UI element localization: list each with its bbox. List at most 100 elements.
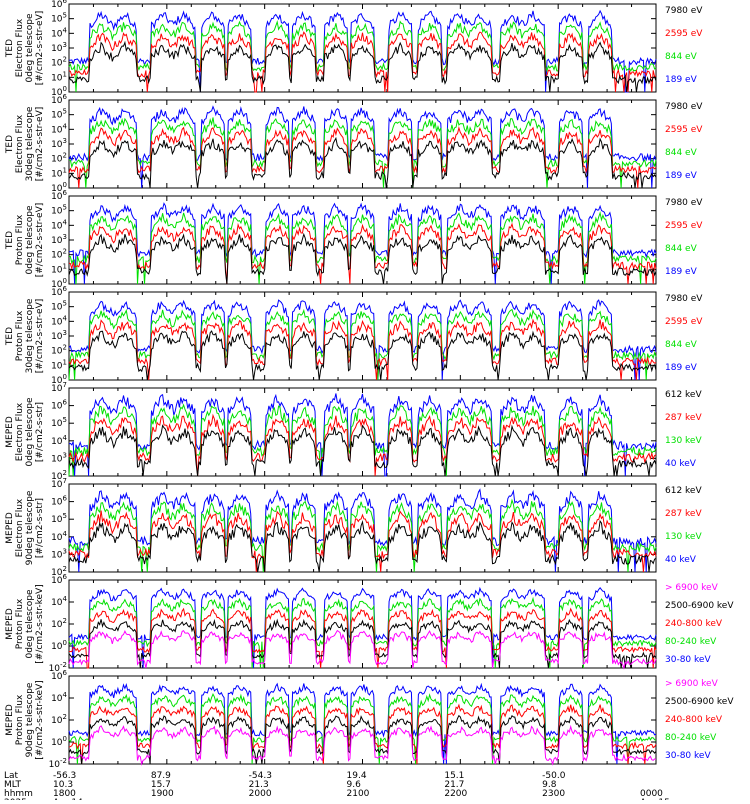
x-tick-label: 15.1 (444, 771, 464, 781)
x-tick-label: 21.7 (444, 780, 464, 790)
panel-ylabel: TED (5, 327, 15, 346)
x-axis-row-label: hhmm (4, 789, 33, 799)
legend-entry: 30-80 keV (665, 655, 711, 665)
legend-entry: 189 eV (665, 75, 698, 85)
y-tick-label: 102 (51, 56, 67, 69)
legend-entry: 130 keV (665, 436, 702, 446)
panel-ylabel: 0deg telescope (25, 13, 35, 83)
legend-entry: > 6900 keV (665, 679, 719, 689)
legend-entry: 2595 eV (665, 29, 703, 39)
panel-ylabel: MEPED (5, 512, 15, 544)
series-line (68, 724, 657, 766)
legend-entry: 30-80 keV (665, 751, 711, 761)
y-tick-label: 106 (51, 399, 67, 412)
panel-ylabel: 0deg telescope (25, 205, 35, 275)
x-tick-label: 2200 (444, 789, 467, 799)
legend-entry: 844 eV (665, 340, 698, 350)
legend-entry: 80-240 keV (665, 637, 717, 647)
panel-ylabel: Proton Flux (15, 694, 25, 745)
panel-frame (68, 387, 657, 477)
x-tick-label: 1800 (53, 789, 76, 799)
panel-ylabel: Electron Flux (15, 18, 25, 77)
y-tick-label: 104 (51, 434, 67, 447)
panel-ylabel: Electron Flux (15, 402, 25, 461)
y-tick-label: 101 (51, 358, 67, 371)
panel-ylabel: [#/cm2-s-str-eV] (35, 11, 45, 86)
y-tick-label: 104 (51, 530, 67, 543)
legend-entry: 2500-6900 keV (665, 601, 734, 611)
panel-ylabel: [#/cm2-s-str-eV] (35, 299, 45, 374)
y-tick-label: 106 (51, 0, 67, 10)
y-tick-label: 105 (51, 512, 67, 525)
panel-ylabel: TED (5, 231, 15, 250)
legend-entry: 844 eV (665, 244, 698, 254)
series-line (68, 607, 657, 669)
series-line (68, 629, 657, 670)
panel-ylabel: 90deg telescope (25, 682, 35, 757)
y-tick-label: 102 (51, 152, 67, 165)
series-line (68, 618, 657, 669)
panel-ylabel: Proton Flux (15, 214, 25, 265)
panel-ylabel: Proton Flux (15, 598, 25, 649)
x-tick-label: 21.3 (249, 780, 269, 790)
y-tick-label: 101 (51, 166, 67, 179)
panel-ylabel: 30deg telescope (25, 106, 35, 181)
legend-entry: 7980 eV (665, 198, 703, 208)
series-line (68, 40, 657, 93)
series-line (68, 519, 657, 573)
legend-entry: 2595 eV (665, 221, 703, 231)
legend-entry: 40 keV (665, 459, 697, 469)
y-tick-label: 105 (51, 416, 67, 429)
x-axis-row-label: MLT (4, 780, 22, 790)
series-line (68, 211, 657, 285)
panel-ylabel: MEPED (5, 704, 15, 736)
legend-entry: 287 keV (665, 509, 702, 519)
panel-ylabel: Electron Flux (15, 498, 25, 557)
y-tick-label: 100 (51, 735, 67, 748)
series-line (68, 424, 657, 477)
panel-ylabel: TED (5, 135, 15, 154)
panel-ylabel: [#/cm2-s-str-keV] (35, 584, 45, 663)
x-tick-label: 2100 (347, 789, 370, 799)
legend-entry: 287 keV (665, 413, 702, 423)
legend-entry: 7980 eV (665, 6, 703, 16)
series-line (68, 136, 657, 189)
legend-entry: 844 eV (665, 52, 698, 62)
legend-entry: 612 keV (665, 390, 702, 400)
y-tick-label: 103 (51, 41, 67, 54)
y-tick-label: 103 (51, 547, 67, 560)
legend-entry: 2500-6900 keV (665, 697, 734, 707)
y-tick-label: 104 (51, 26, 67, 39)
panel-ylabel: 90deg telescope (25, 490, 35, 565)
legend-entry: 240-800 keV (665, 619, 723, 629)
y-tick-label: 105 (51, 12, 67, 25)
x-tick-label: -54.3 (249, 771, 272, 781)
series-line (68, 105, 657, 189)
y-tick-label: 103 (51, 137, 67, 150)
legend-entry: 80-240 keV (665, 733, 717, 743)
y-tick-label: 104 (51, 595, 67, 608)
y-tick-label: 105 (51, 300, 67, 313)
y-tick-label: 106 (51, 495, 67, 508)
y-tick-label: 100 (51, 639, 67, 652)
series-line (68, 693, 657, 765)
x-tick-label: 9.8 (542, 780, 557, 790)
legend-entry: 2595 eV (665, 125, 703, 135)
x-tick-label: 15.7 (151, 780, 171, 790)
x-tick-label: 10.3 (53, 780, 73, 790)
series-line (68, 403, 657, 477)
y-tick-label: 104 (51, 691, 67, 704)
y-tick-label: 102 (51, 248, 67, 261)
panel-ylabel: MEPED (5, 608, 15, 640)
series-line (68, 9, 657, 93)
series-line (68, 586, 657, 669)
panel-ylabel: [#/cm2-s-str-eV] (35, 107, 45, 182)
y-tick-label: 103 (51, 451, 67, 464)
series-line (68, 31, 657, 93)
x-tick-label: 87.9 (151, 771, 171, 781)
series-line (68, 413, 657, 477)
y-tick-label: 104 (51, 314, 67, 327)
series-line (68, 222, 657, 285)
y-tick-label: 105 (51, 204, 67, 217)
